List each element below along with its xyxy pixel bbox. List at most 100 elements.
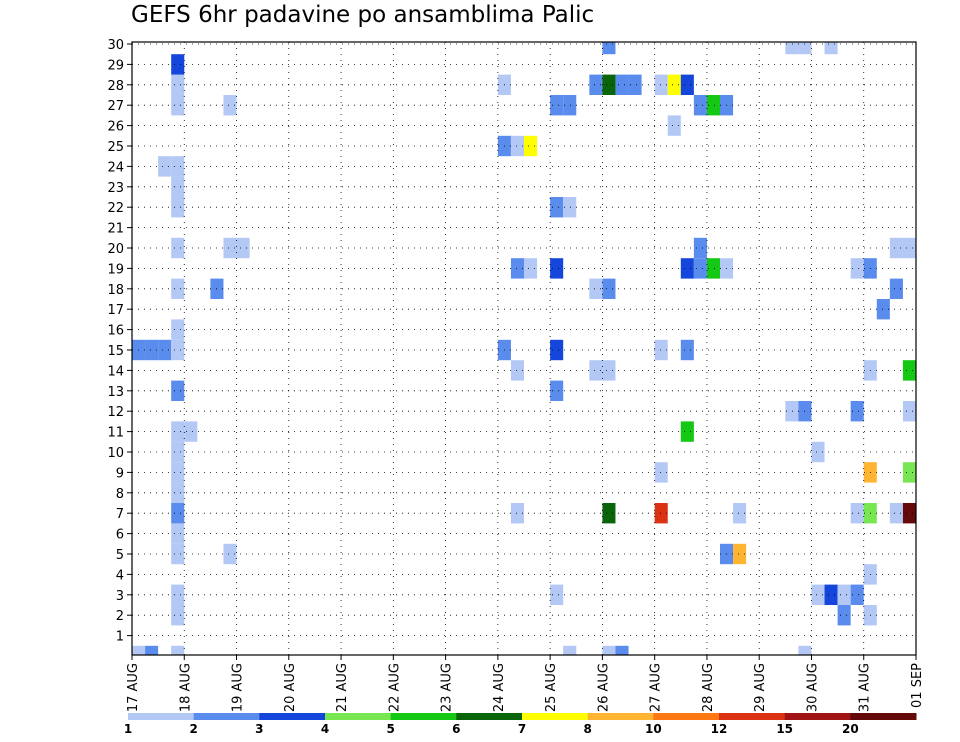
- heatmap-cell: [850, 258, 864, 279]
- heatmap-cell: [811, 441, 825, 463]
- colorbar-legend: 1 2 3 4 5 6 7 8 10 12 15 20: [124, 713, 917, 736]
- heatmap-cell: [902, 237, 916, 259]
- x-tick-label: 26 AUG: [596, 663, 611, 712]
- heatmap-cell: [902, 360, 916, 381]
- legend-label: 5: [386, 722, 394, 736]
- heatmap-cell: [524, 258, 538, 279]
- y-tick-label: 9: [116, 466, 124, 481]
- heatmap-cell: [811, 584, 825, 605]
- x-tick-label: 18 AUG: [178, 663, 193, 712]
- y-tick-label: 14: [107, 364, 124, 379]
- y-tick-label: 6: [116, 528, 124, 543]
- y-tick-label: 26: [107, 120, 124, 135]
- heatmap-cell: [902, 401, 916, 422]
- heatmap-cell: [550, 584, 564, 605]
- heatmap-cell: [171, 237, 185, 259]
- heatmap-cell: [171, 645, 185, 655]
- legend-swatch: [784, 713, 851, 720]
- heatmap-cell: [902, 462, 916, 483]
- heatmap-cell: [889, 278, 903, 299]
- heatmap-cell: [510, 258, 524, 279]
- heatmap-cell: [510, 503, 524, 524]
- heatmap-cell: [589, 360, 603, 381]
- y-tick-label: 28: [107, 79, 124, 94]
- legend-label: 7: [518, 722, 526, 736]
- heatmap-cell: [706, 95, 720, 116]
- heatmap-cell: [236, 237, 250, 259]
- heatmap-cell: [563, 645, 577, 655]
- y-tick-label: 5: [116, 548, 124, 563]
- heatmap-cell: [824, 42, 838, 55]
- heatmap-cell: [798, 645, 812, 655]
- legend-swatch: [456, 713, 523, 720]
- y-tick-label: 16: [107, 324, 124, 339]
- y-tick-label: 4: [116, 568, 124, 583]
- legend-swatch: [522, 713, 589, 720]
- heatmap-cell: [171, 503, 185, 524]
- heatmap-cell: [510, 135, 524, 157]
- x-tick-label: 25 AUG: [544, 663, 559, 712]
- y-tick-label: 15: [107, 344, 124, 359]
- x-tick-label: 27 AUG: [649, 663, 664, 712]
- legend-swatch: [587, 713, 654, 720]
- y-tick-label: 24: [107, 160, 124, 175]
- x-tick-label: 31 AUG: [858, 663, 873, 712]
- legend-swatch: [259, 713, 326, 720]
- heatmap-cell: [589, 74, 603, 95]
- heatmap-cell: [602, 503, 616, 524]
- legend-label: 6: [452, 722, 460, 736]
- heatmap-cell: [680, 339, 694, 361]
- heatmap-cell: [550, 95, 564, 116]
- heatmap-cell: [706, 258, 720, 279]
- y-tick-label: 13: [107, 385, 124, 400]
- heatmap-cell: [654, 503, 668, 524]
- x-tick-label: 19 AUG: [231, 663, 246, 712]
- heatmap-cell: [654, 339, 668, 361]
- legend-swatch: [193, 713, 260, 720]
- heatmap-cell: [680, 74, 694, 95]
- y-tick-label: 1: [116, 630, 124, 645]
- y-tick-label: 30: [107, 38, 124, 53]
- y-tick-label: 21: [107, 222, 124, 237]
- heatmap-cell: [171, 482, 185, 503]
- heatmap-cell: [171, 543, 185, 565]
- heatmap-cell: [850, 584, 864, 605]
- heatmap-cell: [654, 462, 668, 483]
- x-tick-label: 28 AUG: [701, 663, 716, 712]
- heatmap-cell: [171, 95, 185, 116]
- legend-swatch: [390, 713, 457, 720]
- y-tick-label: 27: [107, 99, 124, 114]
- legend-swatch: [653, 713, 720, 720]
- plot-frame: [131, 41, 917, 656]
- heatmap-cell: [171, 156, 185, 177]
- heatmap-cell: [171, 278, 185, 299]
- x-tick-label: 21 AUG: [335, 663, 350, 712]
- y-tick-label: 20: [107, 242, 124, 257]
- heatmap-cell: [615, 74, 629, 95]
- heatmap-cell: [223, 95, 237, 116]
- heatmap-cell: [876, 299, 890, 320]
- heatmap-cell: [550, 380, 564, 401]
- legend-label: 2: [189, 722, 197, 736]
- legend-label: 8: [583, 722, 591, 736]
- heatmap-cell: [824, 584, 838, 605]
- heatmap-cell: [158, 156, 172, 177]
- heatmap-cell: [667, 115, 681, 136]
- gridlines: [131, 42, 917, 655]
- heatmap-cell: [510, 360, 524, 381]
- legend-label: 1: [124, 722, 132, 736]
- y-tick-label: 8: [116, 487, 124, 502]
- y-tick-label: 11: [107, 426, 124, 441]
- heatmap-cell: [837, 584, 851, 605]
- heatmap-cell: [602, 42, 616, 55]
- y-tick-label: 18: [107, 283, 124, 298]
- heatmap-cell: [602, 645, 616, 655]
- heatmap-cell: [145, 645, 159, 655]
- heatmap-cell: [223, 237, 237, 259]
- heatmap-cell: [602, 360, 616, 381]
- heatmap-cell: [563, 197, 577, 218]
- heatmap-cell: [680, 258, 694, 279]
- heatmap-cell: [628, 74, 642, 95]
- legend-label: 4: [321, 722, 329, 736]
